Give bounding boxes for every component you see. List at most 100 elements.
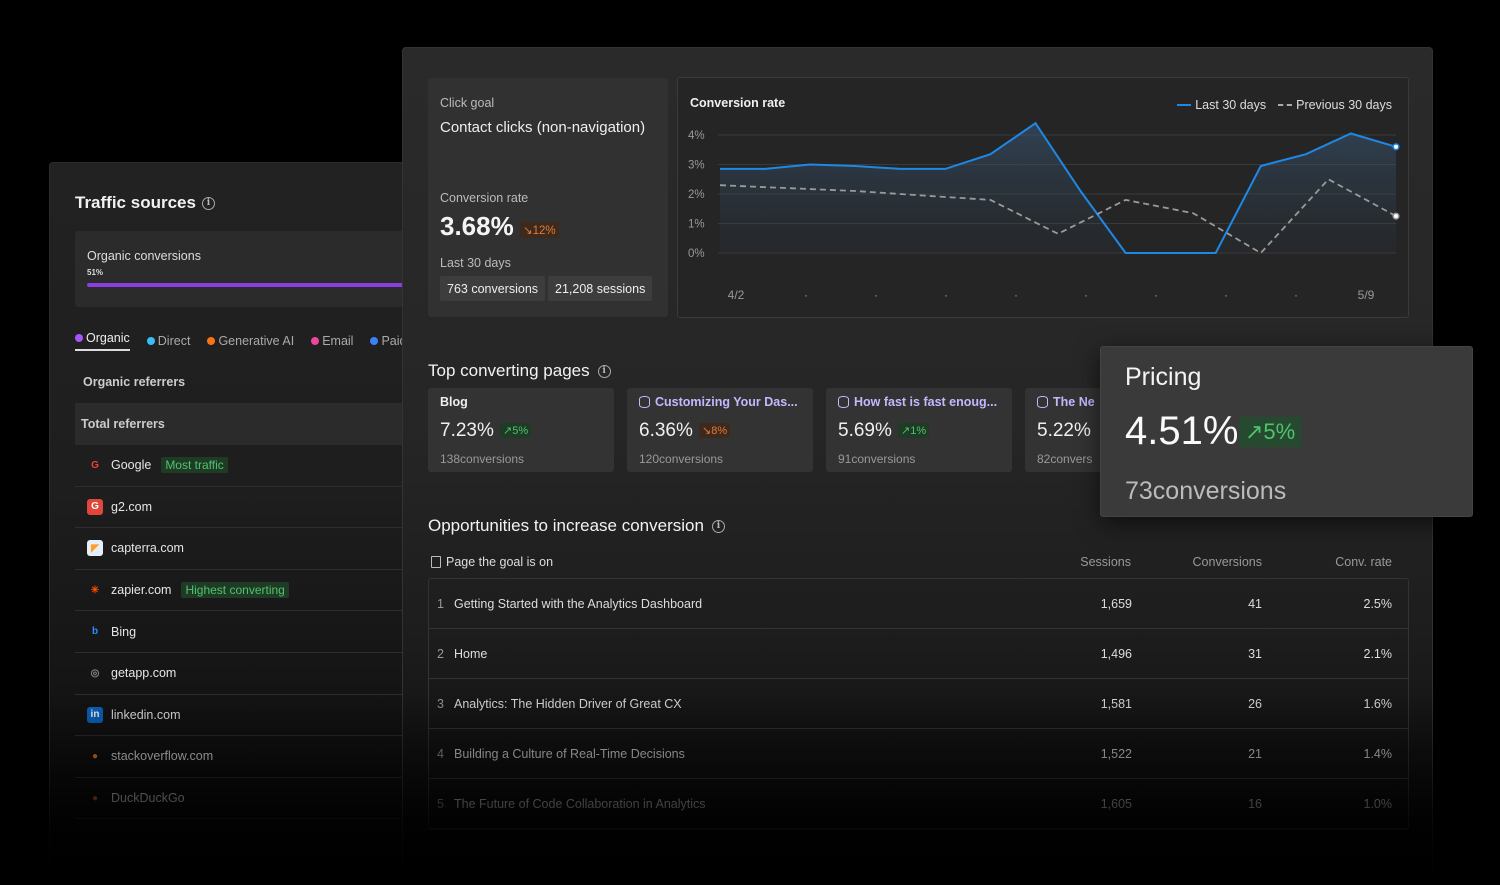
row-conversions: 26 (1248, 697, 1262, 711)
referrer-row[interactable]: ✳ zapier.com Highest converting (75, 570, 448, 612)
col-conversions[interactable]: Conversions (1192, 555, 1262, 569)
top-page-conversions: 138conversions (440, 452, 525, 466)
top-page-delta: ↗5% (500, 423, 532, 438)
top-page-rate: 5.69% (838, 420, 892, 441)
col-page[interactable]: Page the goal is on (431, 555, 553, 569)
info-icon[interactable]: i (201, 196, 215, 210)
line-chart-svg[interactable]: 4% 3% 2% 1% 0% 4/2 · · · · · · · · 5/9 (678, 78, 1410, 319)
traffic-sources-panel: Traffic sources i Organic conversions 51… (49, 162, 449, 885)
popup-conversions: 73conversions (1125, 477, 1287, 505)
table-row[interactable]: 3 Analytics: The Hidden Driver of Great C… (429, 679, 1408, 729)
row-conv-rate: 1.0% (1363, 797, 1393, 811)
duckduckgo-icon: ● (91, 792, 99, 804)
referrer-row[interactable]: ● DuckDuckGo (75, 778, 448, 820)
col-sessions[interactable]: Sessions (1080, 555, 1131, 569)
referrer-badge: Highest converting (181, 582, 289, 599)
info-icon[interactable]: i (711, 519, 725, 533)
referrer-row[interactable]: G Google Most traffic (75, 445, 448, 487)
series-end-point[interactable] (1392, 212, 1400, 220)
top-pages-title: Top converting pages i (428, 361, 611, 381)
channel-tab-organic[interactable]: Organic (75, 331, 130, 351)
x-tick-label: · (1014, 288, 1018, 302)
organic-conversions-card[interactable]: Organic conversions 51% (75, 231, 435, 307)
capterra-icon: ◤ (87, 540, 103, 557)
row-sessions: 1,659 (1100, 597, 1132, 611)
zapier-icon: ✳ (90, 584, 100, 596)
y-tick-label: 2% (688, 189, 705, 201)
top-page-card[interactable]: Customizing Your Das... 6.36% ↘8% 120conver… (627, 388, 813, 472)
legend-last-30[interactable]: Last 30 days (1177, 98, 1266, 112)
conversion-rate-value: 3.68% (440, 211, 514, 241)
top-page-rate: 6.36% (639, 420, 693, 441)
x-tick-label: · (1154, 288, 1158, 302)
channel-tab-paid[interactable]: Paid (370, 331, 406, 351)
y-tick-label: 4% (688, 130, 705, 142)
top-page-title[interactable]: The Ne (1037, 395, 1095, 409)
x-tick-label: · (804, 288, 808, 302)
database-icon (639, 396, 650, 408)
row-number: 4 (437, 747, 444, 761)
popup-value: 4.51% (1125, 409, 1239, 453)
series-area-last-30 (720, 123, 1396, 253)
col-conv-rate[interactable]: Conv. rate (1335, 555, 1392, 569)
row-sessions: 1,496 (1100, 647, 1132, 661)
channel-tab-email[interactable]: Email (311, 331, 353, 351)
total-referrers-label: Total referrers (81, 417, 165, 431)
total-referrers-header: Total referrers (75, 403, 448, 445)
linkedin-icon: in (87, 706, 103, 723)
sessions-pill: 21,208 sessions (548, 276, 653, 301)
row-sessions: 1,522 (1100, 747, 1132, 761)
channel-tab-direct[interactable]: Direct (146, 331, 190, 351)
top-page-title[interactable]: Customizing Your Das... (639, 395, 798, 409)
organic-conversions-bar (87, 283, 427, 287)
chart-title: Conversion rate (690, 96, 786, 110)
y-tick-label: 0% (688, 248, 705, 260)
click-goal-value[interactable]: Contact clicks (non-navigation) (440, 119, 646, 136)
opportunities-table: 1 Getting Started with the Analytics Dash… (428, 578, 1409, 830)
table-row[interactable]: 5 The Future of Code Collaboration in Ana… (429, 779, 1408, 829)
row-conv-rate: 1.4% (1363, 747, 1393, 761)
referrer-name: Google (111, 458, 152, 473)
series-line-last-30 (720, 121, 1397, 254)
top-page-title[interactable]: Blog (440, 395, 468, 409)
row-number: 1 (437, 597, 444, 611)
x-tick-label: · (874, 288, 878, 302)
referrer-row[interactable]: b Bing (75, 611, 448, 653)
x-tick-label: · (944, 288, 948, 302)
referrer-row[interactable]: ● stackoverflow.com (75, 736, 448, 778)
referrer-name: zapier.com (111, 583, 172, 598)
top-page-title-text: The Ne (1053, 395, 1095, 409)
channel-tab-generative-ai[interactable]: Generative AI (207, 331, 294, 351)
top-page-title[interactable]: How fast is fast enoug... (838, 395, 997, 409)
table-row[interactable]: 4 Building a Culture of Real-Time Decisio… (429, 729, 1408, 779)
top-page-title-text: Customizing Your Das... (655, 395, 798, 409)
row-page-title: Home (454, 647, 488, 661)
channel-tab-label: Email (322, 334, 354, 348)
popup-delta: ↗5% (1239, 417, 1302, 447)
top-pages-heading: Top converting pages (428, 361, 590, 380)
channel-tab-label: Paid (381, 334, 407, 348)
channel-tab-label: Generative AI (218, 334, 295, 348)
referrer-row[interactable]: ◎ getapp.com (75, 653, 448, 695)
top-page-card[interactable]: Blog 7.23% ↗5% 138conversions (428, 388, 614, 472)
dashed-line-icon (1278, 104, 1293, 106)
top-page-card[interactable]: How fast is fast enoug... 5.69% ↗1% 91conve… (826, 388, 1012, 472)
row-number: 3 (437, 697, 444, 711)
google-icon: G (91, 459, 99, 471)
table-row[interactable]: 2 Home 1,496 31 2.1% (429, 629, 1408, 679)
channel-dot-icon (311, 337, 320, 345)
row-conversions: 31 (1248, 647, 1262, 661)
conversion-rate-delta: ↘12% (520, 222, 559, 238)
referrer-row[interactable]: ◤ capterra.com (75, 528, 448, 570)
top-page-conversions: 120conversions (639, 452, 724, 466)
channel-dot-icon (370, 337, 379, 345)
info-icon[interactable]: i (597, 364, 611, 378)
row-page-title: The Future of Code Collaboration in Anal… (454, 797, 706, 811)
legend-previous-30[interactable]: Previous 30 days (1278, 98, 1392, 112)
table-row[interactable]: 1 Getting Started with the Analytics Dash… (429, 579, 1408, 629)
referrer-row[interactable]: in linkedin.com (75, 695, 448, 737)
stackoverflow-icon: ● (91, 750, 99, 762)
series-end-point[interactable] (1392, 143, 1400, 151)
